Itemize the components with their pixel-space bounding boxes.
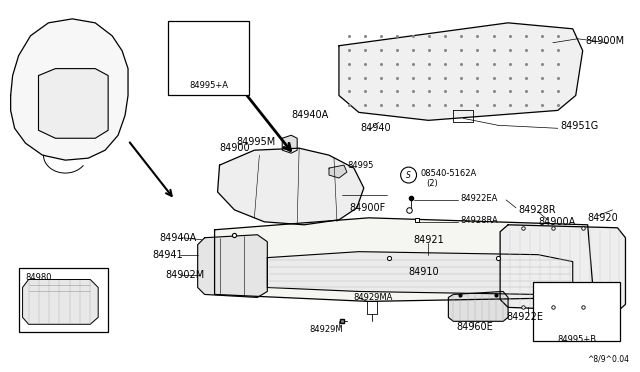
Text: 84921: 84921 xyxy=(413,235,444,245)
Bar xyxy=(168,21,250,96)
Text: 84900: 84900 xyxy=(220,143,250,153)
Text: 84922E: 84922E xyxy=(506,312,543,322)
Text: 84995: 84995 xyxy=(347,161,373,170)
Polygon shape xyxy=(329,165,347,178)
Text: 84929MA: 84929MA xyxy=(354,293,393,302)
Text: 84922EA: 84922EA xyxy=(460,195,498,203)
Text: 84900M: 84900M xyxy=(586,36,625,46)
Text: 84900F: 84900F xyxy=(349,203,385,213)
Polygon shape xyxy=(218,148,364,225)
Polygon shape xyxy=(449,291,508,321)
Text: 84995+B: 84995+B xyxy=(557,335,596,344)
Polygon shape xyxy=(38,68,108,138)
Polygon shape xyxy=(22,279,98,324)
Text: 84995M: 84995M xyxy=(236,137,276,147)
Bar xyxy=(533,282,621,341)
Text: 84940A: 84940A xyxy=(160,233,197,243)
Text: 84940: 84940 xyxy=(361,123,392,133)
Text: 84995+A: 84995+A xyxy=(189,81,228,90)
Text: 84920: 84920 xyxy=(588,213,618,223)
Text: S: S xyxy=(406,170,411,180)
Text: 84929M: 84929M xyxy=(309,325,343,334)
Text: 84902M: 84902M xyxy=(166,270,205,279)
Text: 08540-5162A: 08540-5162A xyxy=(420,169,477,177)
Text: 84940A: 84940A xyxy=(291,110,328,121)
Text: 84910: 84910 xyxy=(408,267,439,276)
Polygon shape xyxy=(339,23,582,120)
Text: 84941: 84941 xyxy=(152,250,182,260)
Polygon shape xyxy=(282,135,297,153)
Text: (2): (2) xyxy=(426,179,438,187)
Text: 84960E: 84960E xyxy=(456,322,493,332)
Text: 84951G: 84951G xyxy=(561,121,599,131)
Polygon shape xyxy=(198,235,268,298)
Text: ^8/9^0.04: ^8/9^0.04 xyxy=(588,355,630,363)
Polygon shape xyxy=(268,252,573,295)
Polygon shape xyxy=(500,225,625,311)
Polygon shape xyxy=(193,39,214,71)
Text: 84900A: 84900A xyxy=(538,217,575,227)
Polygon shape xyxy=(214,218,593,301)
Polygon shape xyxy=(11,19,128,160)
Text: 84928R: 84928R xyxy=(518,205,556,215)
Bar xyxy=(19,267,108,332)
Text: 84928RA: 84928RA xyxy=(460,217,498,225)
Text: 84980: 84980 xyxy=(26,273,52,282)
